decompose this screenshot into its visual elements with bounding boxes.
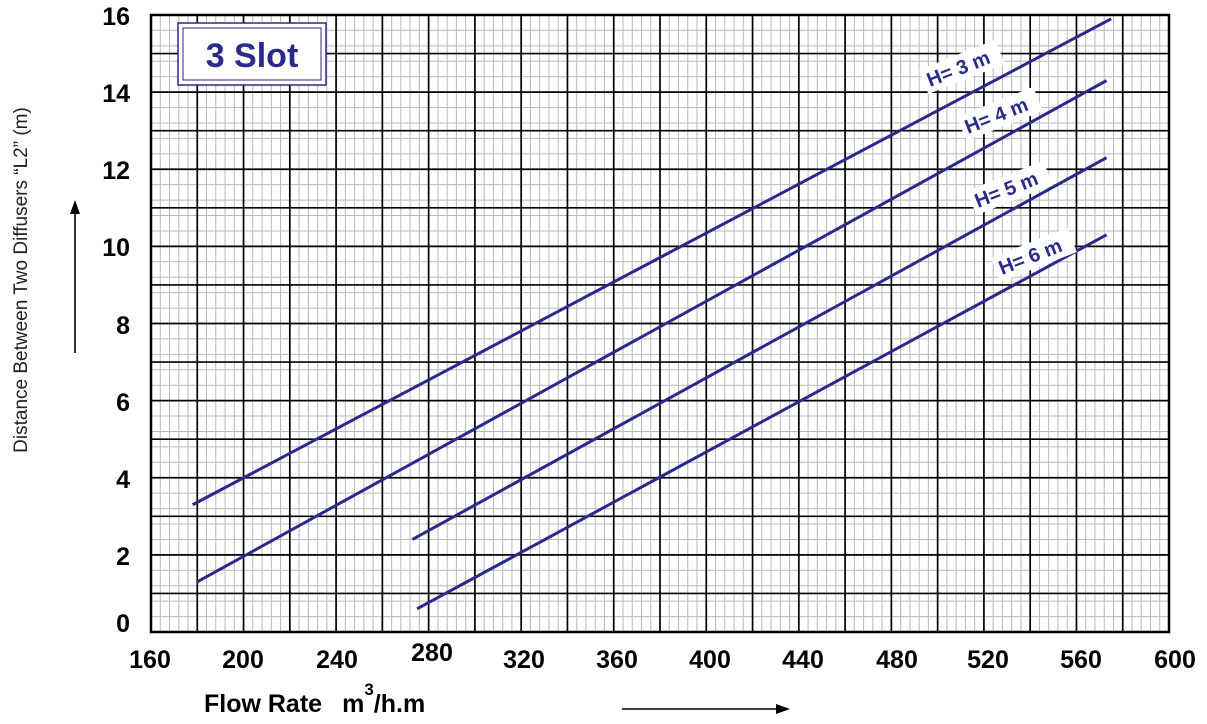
y-tick-label: 12 bbox=[102, 157, 130, 185]
plot-frame bbox=[149, 13, 1171, 634]
y-tick-label: 14 bbox=[102, 80, 130, 108]
y-tick-label: 0 bbox=[116, 610, 130, 638]
y-axis-arrow bbox=[70, 200, 80, 353]
y-axis-title: Distance Between Two Diffusers “L2” (m) bbox=[11, 107, 32, 453]
y-tick-label: 10 bbox=[102, 234, 130, 262]
x-tick-labels: 160 200 240 280 320 360 400 440 480 520 … bbox=[129, 639, 1196, 674]
x-tick-label: 560 bbox=[1060, 646, 1102, 674]
y-axis-label: Distance Between Two Diffusers “L2” (m) bbox=[11, 107, 32, 453]
chart-title: 3 Slot bbox=[206, 37, 299, 75]
x-tick-label: 360 bbox=[596, 646, 638, 674]
x-tick-label: 320 bbox=[503, 646, 545, 674]
series-line bbox=[191, 17, 1112, 507]
x-tick-label: 480 bbox=[876, 646, 918, 674]
y-tick-label: 8 bbox=[116, 312, 130, 340]
y-tick-label: 16 bbox=[102, 3, 130, 31]
x-axis-label: Flow Rate m3/h.m bbox=[204, 680, 425, 718]
y-tick-labels: 0 2 4 6 8 10 12 14 16 bbox=[102, 3, 130, 638]
x-tick-label: 520 bbox=[967, 646, 1009, 674]
x-tick-label: 400 bbox=[689, 646, 731, 674]
y-tick-label: 6 bbox=[116, 389, 130, 417]
series-line bbox=[416, 233, 1108, 611]
y-tick-label: 4 bbox=[116, 466, 130, 494]
series-line bbox=[196, 79, 1108, 584]
x-tick-label: 280 bbox=[411, 639, 453, 667]
x-axis-arrow bbox=[622, 704, 790, 714]
x-tick-label: 200 bbox=[222, 646, 264, 674]
title-box: 3 Slot bbox=[177, 22, 327, 86]
x-axis-title: Flow Rate m3/h.m bbox=[204, 680, 425, 718]
series-lines bbox=[191, 17, 1112, 611]
x-tick-label: 240 bbox=[316, 646, 358, 674]
series-line bbox=[411, 156, 1108, 541]
y-tick-label: 2 bbox=[116, 543, 130, 571]
x-tick-label: 600 bbox=[1154, 646, 1196, 674]
x-tick-label: 440 bbox=[782, 646, 824, 674]
x-tick-label: 160 bbox=[129, 646, 171, 674]
